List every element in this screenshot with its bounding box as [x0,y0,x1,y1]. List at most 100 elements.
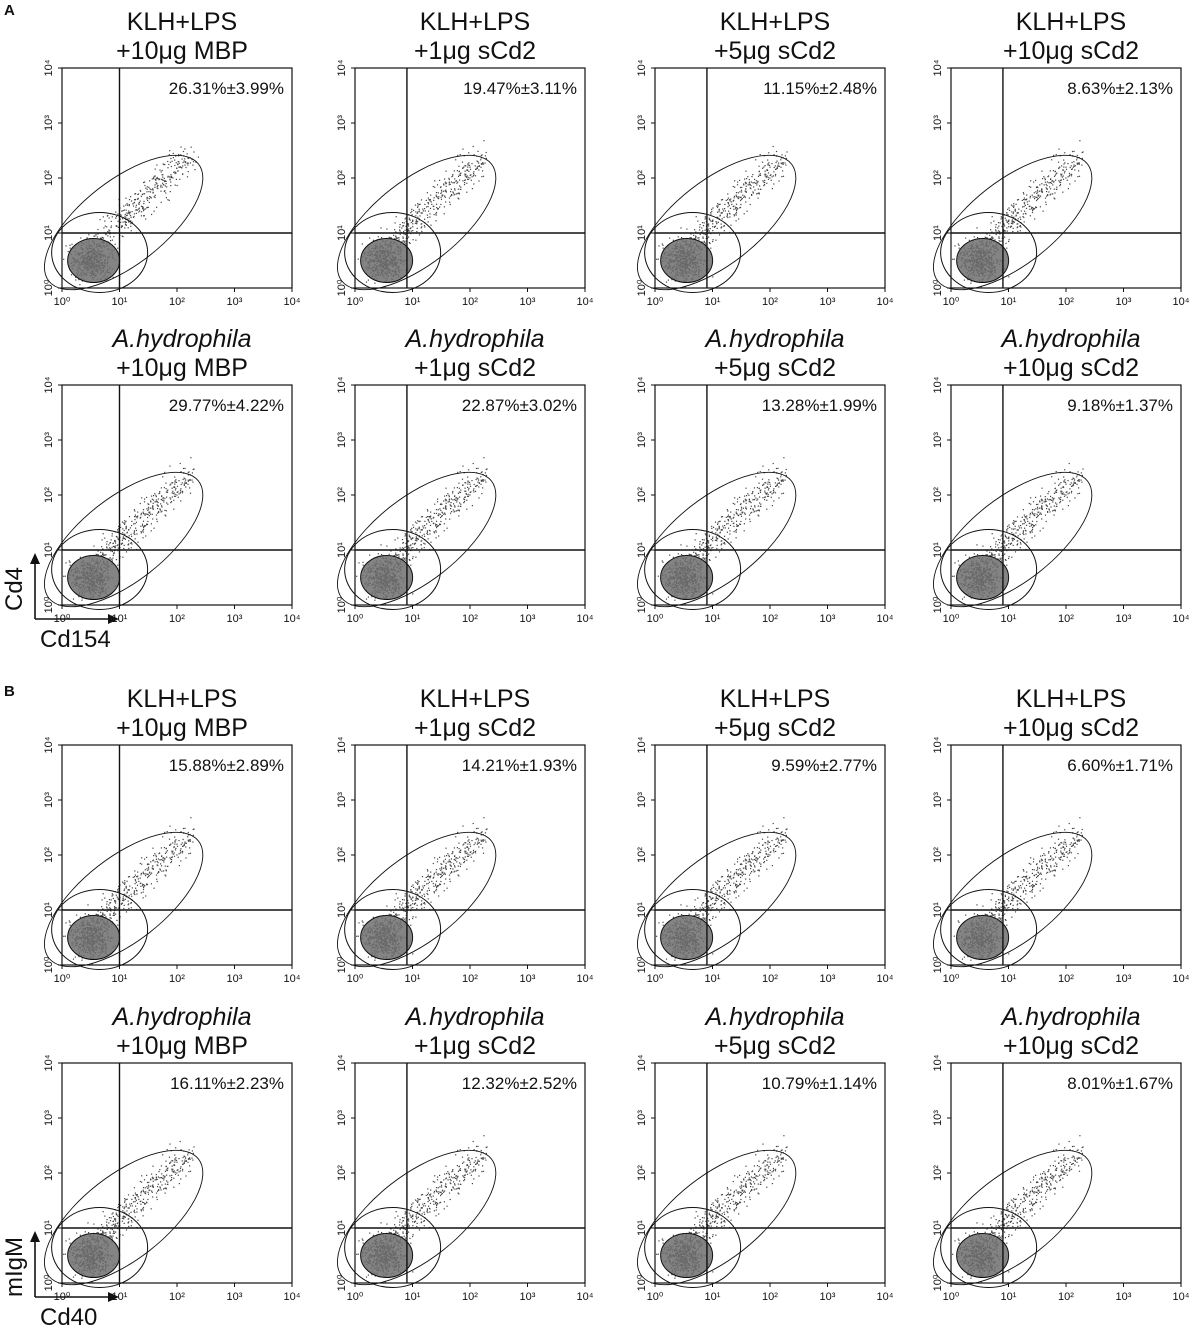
event-dot [399,224,401,226]
event-dot [117,220,119,222]
event-dot [193,151,195,153]
event-dot [476,160,478,162]
event-dot [163,501,165,503]
event-dot [785,164,787,166]
event-dot [752,192,754,194]
event-dot [156,187,158,189]
event-dot [716,227,718,229]
event-dot [404,559,406,561]
event-dot [438,196,440,198]
event-dot [143,501,146,503]
event-dot [135,209,137,211]
event-dot [1064,152,1066,154]
event-dot [126,203,128,205]
event-dot [713,226,716,228]
event-dot [173,492,175,494]
event-dot [148,508,150,510]
event-dot [142,530,144,532]
event-dot [114,539,116,542]
event-dot [704,242,706,244]
event-dot [782,170,784,172]
event-dot [1054,198,1056,200]
event-dot [408,547,410,549]
event-dot [415,239,417,241]
event-dot [752,182,754,184]
event-dot [717,216,719,218]
event-dot [192,164,194,166]
y-tick-label: 10⁰ [636,279,648,296]
event-dot [1068,172,1071,174]
event-dot [1041,189,1043,191]
event-dot [116,536,118,538]
event-dot [130,533,132,535]
event-dot [405,240,407,242]
event-dot [1012,205,1014,207]
plot-title-line: +5μg sCd2 [714,37,836,65]
y-tick-label: 10¹ [43,225,55,241]
event-dot [138,203,140,205]
event-dot [151,507,153,509]
event-dot [727,216,729,219]
event-dot [424,218,426,220]
event-dot [744,196,746,198]
event-dot [137,541,139,543]
event-dot [1003,222,1005,225]
event-dot [161,186,163,188]
event-dot [172,152,174,154]
event-dot [445,185,447,187]
event-dot [462,148,464,150]
event-dot [1065,168,1068,170]
event-dot [108,231,110,233]
event-dot [149,195,151,198]
event-dot [745,201,747,203]
event-dot [153,495,155,497]
event-dot [117,530,119,532]
event-dot [460,186,462,188]
event-dot [1051,180,1053,182]
event-dot [468,170,470,172]
event-dot [159,492,161,494]
event-dot [181,492,184,494]
event-dot [156,164,158,166]
event-dot [775,168,777,170]
event-dot [1078,175,1081,177]
event-dot [454,188,456,190]
event-dot [1023,206,1025,208]
event-dot [1071,168,1073,170]
event-dot [1035,179,1037,181]
event-dot [721,212,723,214]
event-dot [457,498,459,500]
event-dot [734,180,736,182]
event-dot [755,182,757,184]
event-dot [412,226,414,228]
event-dot [1030,180,1032,182]
event-dot [452,191,454,193]
event-dot [771,163,773,165]
event-dot [140,512,142,514]
event-dot [729,200,731,202]
event-dot [450,181,452,183]
event-dot [723,225,725,227]
event-dot [171,492,173,494]
event-dot [995,230,997,232]
event-dot [148,201,150,203]
event-dot [437,192,439,194]
event-dot [142,531,144,533]
event-dot [1013,206,1015,208]
event-dot [149,180,151,182]
event-dot [137,197,139,199]
event-dot [1062,175,1064,177]
event-dot [97,233,99,235]
event-dot [485,157,487,159]
event-dot [418,551,421,553]
event-dot [469,166,471,168]
event-dot [751,176,753,178]
event-dot [124,522,126,524]
event-dot [169,161,171,163]
event-dot [139,189,141,192]
event-dot [484,162,486,164]
event-dot [146,188,148,190]
event-dot [737,197,739,199]
event-dot [182,161,184,164]
event-dot [154,501,156,503]
